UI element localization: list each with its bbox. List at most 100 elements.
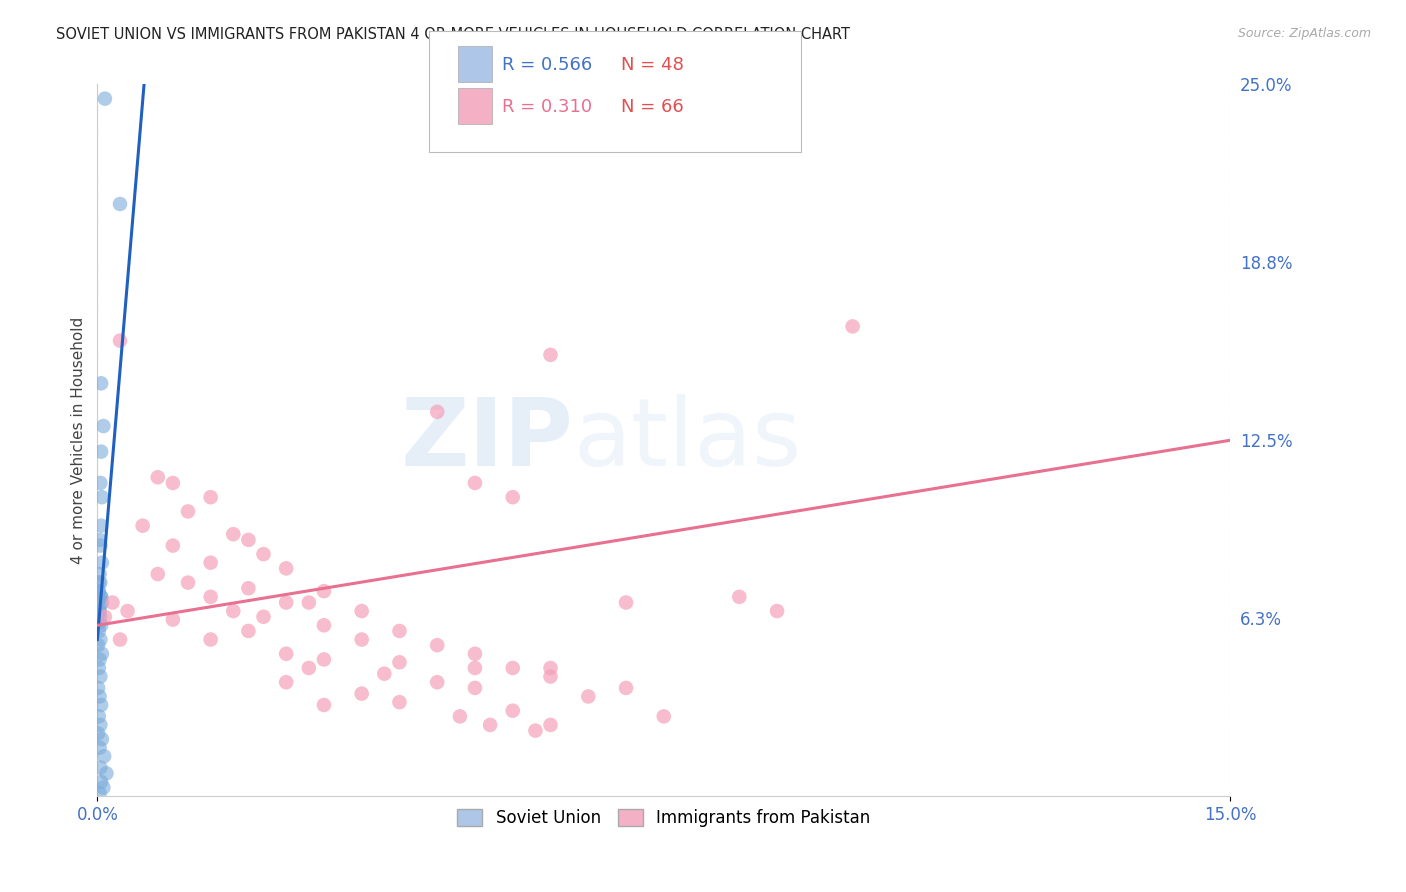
Point: [350, 632, 373, 647]
Point: [89, 592, 111, 607]
Point: [89, 533, 111, 547]
Point: [89, 761, 111, 775]
Point: [312, 652, 335, 666]
Point: [652, 709, 675, 723]
Point: [449, 709, 471, 723]
Point: [93, 749, 115, 764]
Point: [177, 575, 200, 590]
Point: [90, 595, 112, 609]
Point: [108, 197, 131, 211]
Point: [312, 618, 335, 632]
Point: [90, 775, 112, 789]
Point: [87, 681, 110, 695]
Point: [89, 740, 111, 755]
Point: [87, 624, 110, 638]
Point: [200, 490, 222, 504]
Point: [90, 590, 112, 604]
Point: [200, 590, 222, 604]
Point: [94, 92, 117, 106]
Point: [90, 376, 112, 391]
Point: [90, 444, 112, 458]
Point: [540, 669, 562, 683]
Text: ZIP: ZIP: [401, 394, 574, 486]
Point: [252, 609, 274, 624]
Legend: Soviet Union, Immigrants from Pakistan: Soviet Union, Immigrants from Pakistan: [451, 803, 877, 834]
Point: [502, 490, 524, 504]
Point: [89, 599, 111, 613]
Point: [90, 732, 112, 747]
Point: [89, 669, 111, 683]
Point: [90, 618, 112, 632]
Point: [89, 632, 111, 647]
Text: R = 0.310: R = 0.310: [502, 98, 592, 116]
Point: [502, 661, 524, 675]
Point: [238, 582, 260, 596]
Point: [90, 590, 112, 604]
Point: [388, 695, 411, 709]
Point: [101, 595, 124, 609]
Point: [87, 584, 110, 599]
Point: [87, 709, 110, 723]
Point: [426, 405, 449, 419]
Point: [162, 475, 184, 490]
Point: [89, 575, 111, 590]
Point: [276, 595, 298, 609]
Point: [728, 590, 751, 604]
Point: [426, 638, 449, 652]
Y-axis label: 4 or more Vehicles in Household: 4 or more Vehicles in Household: [72, 317, 86, 564]
Point: [131, 518, 153, 533]
Point: [200, 632, 222, 647]
Point: [222, 527, 245, 541]
Point: [464, 475, 486, 490]
Point: [162, 539, 184, 553]
Point: [87, 604, 110, 618]
Point: [89, 567, 111, 582]
Point: [87, 584, 110, 599]
Point: [312, 698, 335, 712]
Point: [540, 718, 562, 732]
Point: [388, 624, 411, 638]
Point: [841, 319, 863, 334]
Point: [90, 518, 112, 533]
Point: [238, 533, 260, 547]
Point: [426, 675, 449, 690]
Point: [388, 655, 411, 669]
Point: [298, 661, 321, 675]
Point: [200, 556, 222, 570]
Point: [252, 547, 274, 561]
Point: [89, 539, 111, 553]
Point: [464, 681, 486, 695]
Point: [238, 624, 260, 638]
Point: [502, 704, 524, 718]
Text: R = 0.566: R = 0.566: [502, 56, 592, 74]
Text: SOVIET UNION VS IMMIGRANTS FROM PAKISTAN 4 OR MORE VEHICLES IN HOUSEHOLD CORRELA: SOVIET UNION VS IMMIGRANTS FROM PAKISTAN…: [56, 27, 851, 42]
Point: [108, 334, 131, 348]
Point: [117, 604, 139, 618]
Point: [276, 675, 298, 690]
Point: [464, 661, 486, 675]
Text: atlas: atlas: [574, 394, 801, 486]
Point: [540, 661, 562, 675]
Text: N = 48: N = 48: [621, 56, 685, 74]
Point: [87, 609, 110, 624]
Point: [87, 661, 110, 675]
Point: [312, 584, 335, 599]
Point: [108, 632, 131, 647]
Point: [614, 595, 637, 609]
Point: [576, 690, 599, 704]
Text: Source: ZipAtlas.com: Source: ZipAtlas.com: [1237, 27, 1371, 40]
Point: [524, 723, 547, 738]
Point: [276, 647, 298, 661]
Point: [222, 604, 245, 618]
Point: [373, 666, 395, 681]
Point: [87, 575, 110, 590]
Point: [90, 556, 112, 570]
Point: [89, 652, 111, 666]
Point: [93, 780, 115, 795]
Point: [350, 604, 373, 618]
Text: N = 66: N = 66: [621, 98, 685, 116]
Point: [540, 348, 562, 362]
Point: [89, 718, 111, 732]
Point: [298, 595, 321, 609]
Point: [87, 726, 110, 740]
